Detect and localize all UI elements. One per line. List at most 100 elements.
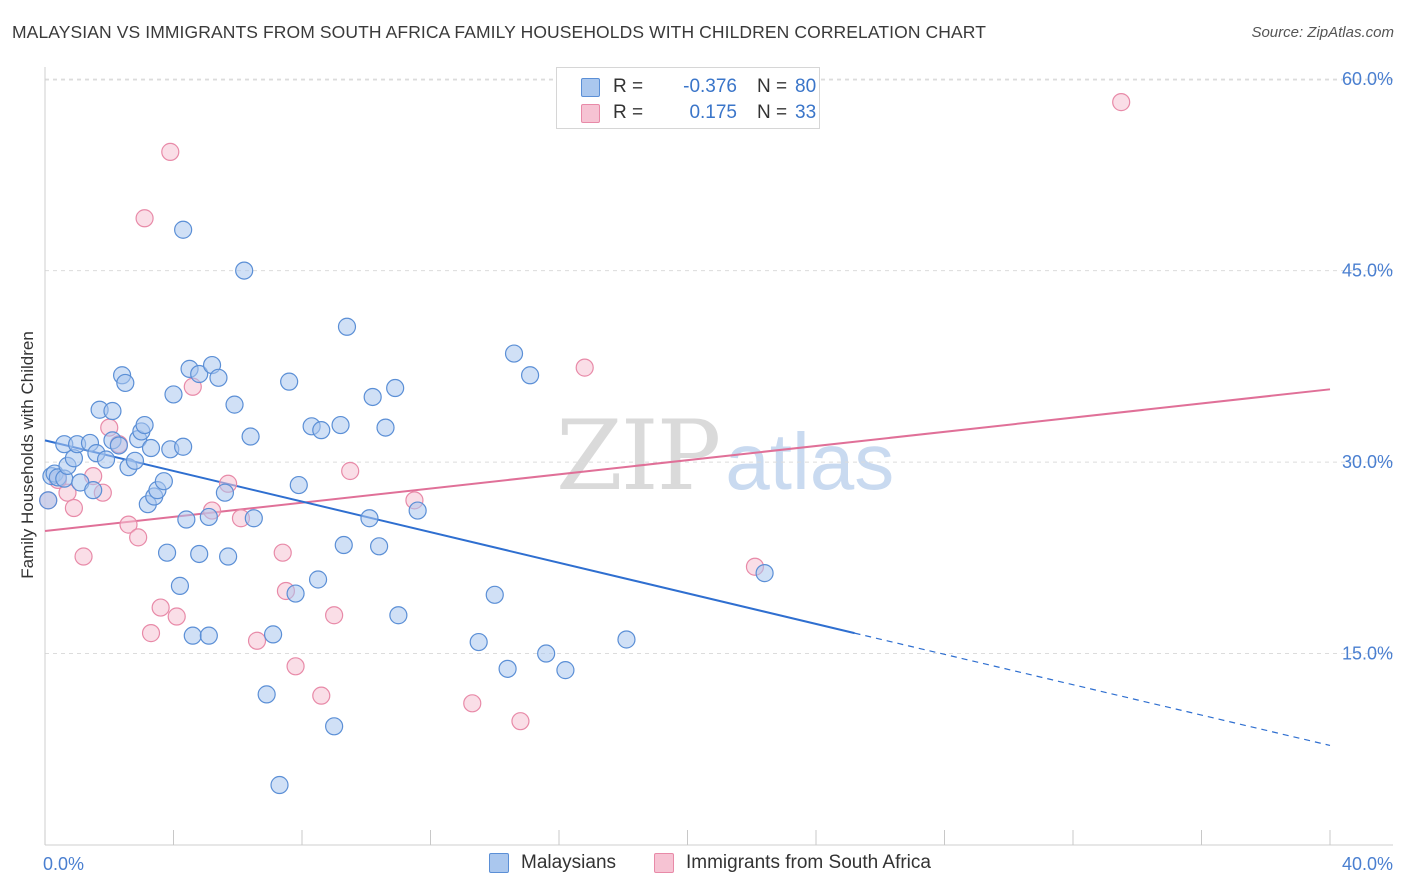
stats-r-value: -0.376 [683, 76, 737, 97]
point-malaysians [286, 584, 305, 603]
point-south-africa [74, 547, 93, 566]
point-south-africa [463, 694, 482, 713]
point-south-africa [1112, 93, 1131, 112]
point-malaysians [308, 570, 328, 589]
trend-line-malaysians [44, 439, 855, 635]
stats-r-label: R = [613, 76, 644, 97]
stats-swatch-pink [581, 104, 600, 123]
point-malaysians [376, 418, 395, 437]
point-malaysians [190, 364, 209, 384]
point-malaysians [270, 775, 289, 795]
point-malaysians [312, 421, 331, 440]
point-malaysians [219, 547, 238, 566]
point-malaysians [225, 395, 244, 414]
point-malaysians [389, 606, 408, 625]
trend-line-south-africa [44, 388, 1331, 532]
point-south-africa [312, 686, 331, 705]
stats-legend-box: R = -0.376 N = 80 R = 0.175 N = 33 [556, 67, 820, 129]
point-south-africa [119, 515, 138, 534]
y-tick-label: 45.0% [1342, 261, 1393, 281]
stats-r-value: 0.175 [689, 102, 737, 123]
point-south-africa [286, 657, 305, 676]
bottom-legend: Malaysians Immigrants from South Africa [0, 851, 1406, 877]
point-malaysians [84, 481, 103, 500]
point-malaysians [386, 378, 405, 398]
point-malaysians [289, 475, 308, 495]
legend-swatch-pink [654, 853, 674, 873]
point-malaysians [337, 317, 357, 336]
points-layer [39, 93, 1131, 795]
point-malaysians [537, 644, 556, 663]
point-malaysians [263, 625, 283, 644]
point-south-africa [129, 528, 148, 547]
chart-title: MALAYSIAN VS IMMIGRANTS FROM SOUTH AFRIC… [12, 22, 986, 42]
y-tick-label: 30.0% [1342, 452, 1393, 472]
point-malaysians [183, 626, 202, 645]
point-south-africa [247, 631, 267, 650]
point-malaysians [498, 659, 517, 678]
point-malaysians [174, 437, 193, 456]
point-malaysians [116, 373, 135, 393]
point-malaysians [157, 543, 177, 562]
stats-n-value: 33 [795, 102, 817, 123]
point-south-africa [325, 606, 344, 625]
point-south-africa [575, 358, 594, 377]
point-malaysians [135, 415, 154, 435]
point-malaysians [235, 261, 254, 280]
point-malaysians [408, 501, 427, 520]
trend-layer [44, 388, 1331, 747]
y-tick-label: 15.0% [1342, 644, 1393, 664]
point-malaysians [109, 436, 128, 455]
point-south-africa [511, 712, 530, 731]
point-malaysians [170, 576, 190, 595]
point-malaysians [215, 483, 234, 502]
point-malaysians [331, 415, 350, 435]
point-malaysians [174, 220, 193, 239]
point-malaysians [360, 509, 379, 528]
point-malaysians [325, 717, 344, 736]
point-south-africa [167, 607, 186, 626]
x-tick-label: 40.0% [1342, 854, 1393, 874]
grid-layer [45, 78, 1393, 655]
point-malaysians [199, 626, 218, 645]
point-malaysians [520, 366, 540, 385]
point-malaysians [370, 537, 389, 556]
point-malaysians [177, 510, 196, 529]
legend-swatch-blue [489, 853, 509, 873]
point-south-africa [141, 624, 161, 643]
point-malaysians [617, 630, 636, 649]
point-south-africa [161, 142, 180, 161]
point-malaysians [556, 661, 575, 680]
point-south-africa [341, 461, 360, 481]
point-south-africa [135, 209, 154, 228]
point-malaysians [103, 401, 122, 421]
y-tick-label: 60.0% [1342, 69, 1393, 89]
axis-layer [44, 67, 1393, 846]
point-malaysians [363, 387, 382, 407]
point-malaysians [39, 491, 58, 510]
legend-label: Immigrants from South Africa [686, 852, 931, 873]
point-south-africa [273, 543, 292, 562]
point-malaysians [244, 509, 263, 528]
source-label: Source: ZipAtlas.com [1251, 24, 1394, 41]
point-malaysians [125, 451, 145, 470]
point-malaysians [190, 544, 209, 564]
trend-line-malaysians-extension [854, 632, 1331, 747]
point-malaysians [485, 585, 504, 604]
point-malaysians [209, 368, 228, 387]
legend-label: Malaysians [521, 852, 617, 873]
x-tick-label: 0.0% [43, 854, 84, 874]
point-malaysians [241, 427, 260, 446]
stats-swatch-blue [581, 78, 600, 97]
point-malaysians [334, 535, 353, 555]
stats-r-label: R = [613, 102, 644, 123]
point-malaysians [164, 385, 183, 404]
point-malaysians [257, 685, 276, 704]
point-malaysians [755, 564, 774, 583]
stats-n-label: N = [757, 102, 788, 123]
point-malaysians [280, 372, 299, 391]
point-malaysians [504, 344, 524, 363]
tick-label-layer: 15.0% 30.0% 45.0% 60.0% 0.0% 40.0% [43, 69, 1393, 874]
stats-n-label: N = [757, 76, 788, 97]
